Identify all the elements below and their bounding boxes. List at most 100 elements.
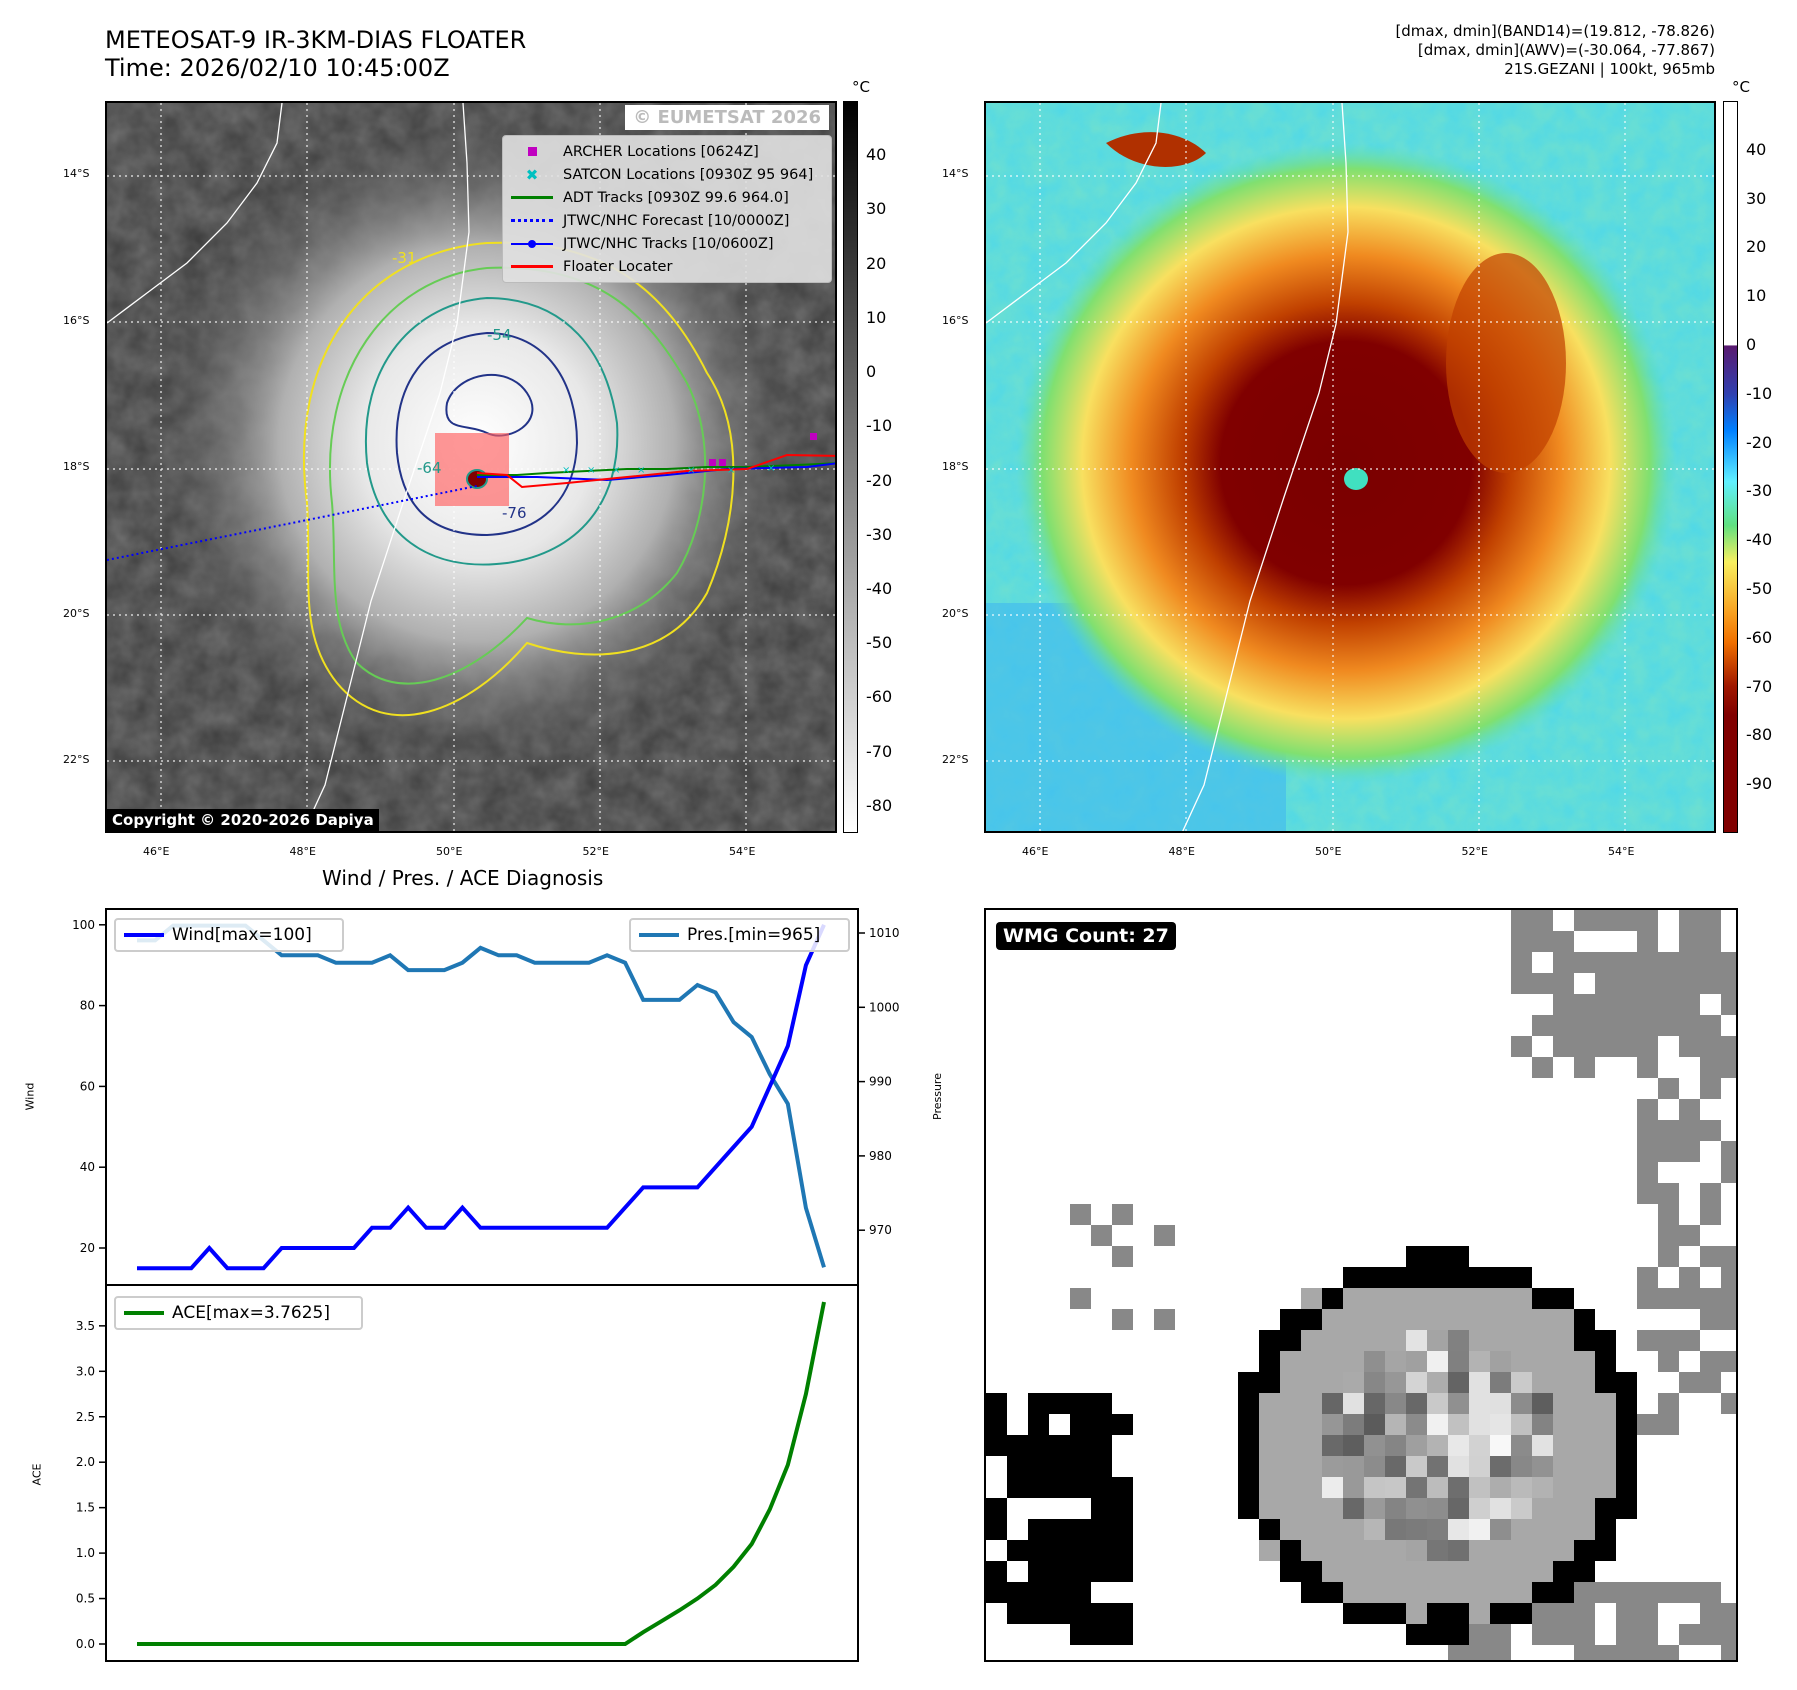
wmg-cell	[1280, 1393, 1301, 1414]
ir-colorbar-tick: -70	[866, 741, 893, 761]
lon-tick-label: 52°E	[1461, 845, 1488, 858]
wmg-cell	[1490, 1309, 1511, 1330]
wmg-cell	[1427, 1561, 1448, 1582]
wmg-cell	[1658, 1645, 1679, 1660]
ir-colorbar-tick: 40	[866, 145, 887, 165]
y-tick-label: 40	[80, 1160, 95, 1174]
wmg-cell	[1532, 973, 1553, 994]
wmg-cell	[1070, 1204, 1091, 1225]
wmg-cell	[1637, 1414, 1658, 1435]
wmg-cell	[1553, 1519, 1574, 1540]
awv-colorbar-unit: °C	[1732, 78, 1750, 96]
wmg-cell	[1028, 1582, 1049, 1603]
wmg-cell	[1658, 952, 1679, 973]
wmg-cell	[1700, 1204, 1721, 1225]
wmg-cell	[986, 1414, 1007, 1435]
x-marker-icon: ✖	[525, 165, 539, 184]
wmg-cell	[1469, 1435, 1490, 1456]
awv-colorbar-tick: -80	[1746, 725, 1773, 745]
wmg-cell	[986, 1435, 1007, 1456]
wmg-cell	[1490, 1645, 1511, 1660]
wmg-cell	[1385, 1561, 1406, 1582]
wmg-cell	[1574, 1330, 1595, 1351]
wmg-cell	[1658, 1078, 1679, 1099]
wmg-cell	[1070, 1582, 1091, 1603]
legend-label: ARCHER Locations [0624Z]	[563, 143, 759, 160]
wmg-cell	[1616, 1582, 1637, 1603]
wmg-cell	[1364, 1456, 1385, 1477]
wmg-cell	[1532, 1372, 1553, 1393]
wmg-cell	[1511, 910, 1532, 931]
wmg-cell	[1280, 1330, 1301, 1351]
wmg-cell	[1469, 1582, 1490, 1603]
wmg-cell	[1574, 1540, 1595, 1561]
wmg-cell	[1658, 1288, 1679, 1309]
wmg-cell	[1112, 1498, 1133, 1519]
wmg-cell	[1238, 1372, 1259, 1393]
wmg-cell	[1553, 1561, 1574, 1582]
wmg-cell	[1700, 1057, 1721, 1078]
wmg-cell	[1427, 1372, 1448, 1393]
wmg-cell	[1469, 1603, 1490, 1624]
wmg-cell	[1700, 1309, 1721, 1330]
wmg-cell	[1574, 1435, 1595, 1456]
ir-colorbar-tick: -40	[866, 579, 893, 598]
contour-label: -54	[487, 326, 512, 344]
wmg-cell	[1448, 1561, 1469, 1582]
wmg-cell	[1679, 1267, 1700, 1288]
wmg-cell	[1448, 1309, 1469, 1330]
wmg-cell	[1469, 1498, 1490, 1519]
wmg-cell	[1553, 1435, 1574, 1456]
wmg-cell	[1364, 1309, 1385, 1330]
wmg-cell	[1595, 1582, 1616, 1603]
dotted-marker-icon	[509, 219, 555, 222]
wmg-cell	[1469, 1351, 1490, 1372]
wmg-cell	[1385, 1351, 1406, 1372]
wmg-cell	[1658, 1351, 1679, 1372]
wmg-cell	[1574, 952, 1595, 973]
wmg-cell	[1385, 1456, 1406, 1477]
wmg-cell	[1469, 1456, 1490, 1477]
wmg-cell	[1385, 1603, 1406, 1624]
wmg-cell	[1238, 1456, 1259, 1477]
awv-range: [dmax, dmin](AWV)=(-30.064, -77.867)	[1417, 41, 1715, 59]
wmg-cell	[1238, 1393, 1259, 1414]
pressure-axis-label: Pressure	[930, 1073, 944, 1120]
wmg-cell	[1511, 1477, 1532, 1498]
wmg-cell	[1700, 1582, 1721, 1603]
wmg-cell	[1091, 1456, 1112, 1477]
wmg-cell	[1070, 1561, 1091, 1582]
wmg-cell	[1511, 1582, 1532, 1603]
wmg-cell	[1700, 1288, 1721, 1309]
y-tick-label: 990	[869, 1075, 892, 1089]
wmg-cell	[1070, 1414, 1091, 1435]
wind-legend-swatch	[124, 933, 164, 937]
wmg-cell	[1700, 1372, 1721, 1393]
wmg-cell	[1448, 1540, 1469, 1561]
wmg-cell	[1595, 973, 1616, 994]
wmg-cell	[1238, 1477, 1259, 1498]
pressure-line	[137, 923, 826, 1268]
wmg-cell	[1553, 1015, 1574, 1036]
contour-label: -76	[502, 504, 527, 522]
wmg-cell	[1112, 1540, 1133, 1561]
wmg-cell	[1301, 1540, 1322, 1561]
wmg-cell	[1721, 1036, 1736, 1057]
wmg-cell	[1721, 1393, 1736, 1414]
wmg-cell	[1091, 1393, 1112, 1414]
y-tick-label: 3.0	[76, 1364, 95, 1378]
lat-tick-label: 16°S	[942, 313, 969, 327]
y-tick-label: 100	[72, 918, 95, 932]
wmg-cell	[1364, 1393, 1385, 1414]
lon-tick-label: 50°E	[436, 845, 463, 858]
wmg-cell	[1700, 1078, 1721, 1099]
wmg-cell	[1700, 1120, 1721, 1141]
wmg-cell	[1595, 1645, 1616, 1660]
svg-text:×: ×	[727, 465, 735, 476]
wmg-cell	[986, 1519, 1007, 1540]
ir-map: × × × × × × × -31 -54 -64 -76 © EUMETSAT 2026 …	[105, 101, 837, 833]
wmg-cell	[1595, 1036, 1616, 1057]
wmg-cell	[986, 1561, 1007, 1582]
wmg-cell	[1364, 1582, 1385, 1603]
wmg-cell	[1490, 1624, 1511, 1645]
